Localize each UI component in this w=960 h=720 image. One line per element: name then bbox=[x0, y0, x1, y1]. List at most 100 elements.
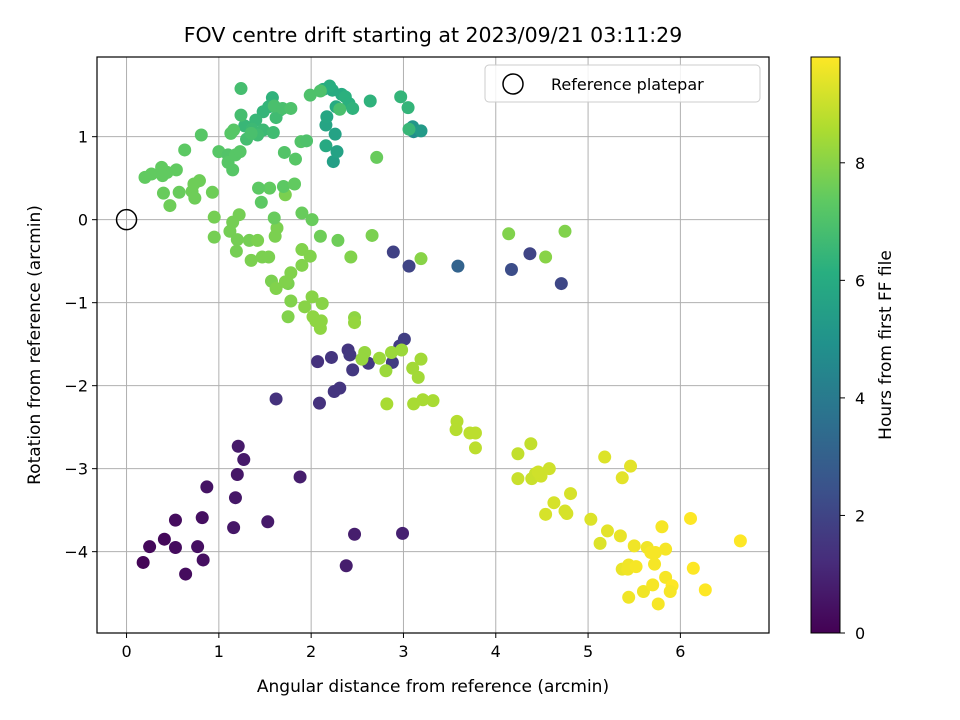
data-point bbox=[547, 496, 561, 510]
data-point bbox=[386, 245, 400, 259]
data-point bbox=[414, 352, 428, 366]
data-point bbox=[261, 515, 275, 529]
data-point bbox=[252, 181, 266, 195]
data-point bbox=[333, 102, 347, 116]
data-point bbox=[326, 155, 340, 169]
x-axis-ticks: 0 1 2 3 4 5 6 bbox=[121, 633, 685, 661]
data-point bbox=[191, 540, 205, 554]
data-point bbox=[655, 520, 669, 534]
data-point bbox=[188, 191, 202, 205]
data-point bbox=[558, 224, 572, 238]
data-point bbox=[564, 487, 578, 501]
data-point bbox=[254, 195, 268, 209]
colorbar-label: Hours from first FF file bbox=[876, 250, 896, 440]
data-point bbox=[363, 94, 377, 108]
data-point bbox=[629, 560, 643, 574]
data-point bbox=[163, 199, 177, 213]
data-point bbox=[305, 213, 319, 227]
colorbar bbox=[810, 56, 841, 634]
data-point bbox=[156, 186, 170, 200]
data-point bbox=[380, 397, 394, 411]
data-point bbox=[284, 266, 298, 280]
data-point bbox=[365, 228, 379, 242]
data-point bbox=[251, 233, 265, 247]
data-point bbox=[468, 441, 482, 455]
data-point bbox=[542, 462, 556, 476]
data-point bbox=[244, 253, 258, 267]
data-point bbox=[315, 297, 329, 311]
data-point bbox=[288, 177, 302, 191]
colorbar-tick-label: 4 bbox=[855, 389, 865, 408]
data-point bbox=[172, 185, 186, 199]
data-point bbox=[600, 524, 614, 538]
data-point bbox=[648, 557, 662, 571]
data-point bbox=[192, 174, 206, 188]
data-point bbox=[414, 124, 428, 138]
data-point bbox=[195, 511, 209, 525]
data-point bbox=[659, 542, 673, 556]
data-point bbox=[330, 145, 344, 159]
data-point bbox=[346, 363, 360, 377]
data-point bbox=[178, 143, 192, 157]
data-point bbox=[231, 439, 245, 453]
colorbar-tick-label: 0 bbox=[855, 624, 865, 643]
data-point bbox=[227, 123, 241, 137]
data-point bbox=[305, 290, 319, 304]
data-point bbox=[384, 345, 398, 359]
y-tick-label: −1 bbox=[64, 294, 88, 313]
data-point bbox=[402, 259, 416, 273]
data-point bbox=[426, 394, 440, 408]
x-axis-label: Angular distance from reference (arcmin) bbox=[257, 677, 609, 697]
data-point bbox=[684, 511, 698, 525]
y-tick-label: −2 bbox=[64, 377, 88, 396]
data-point bbox=[698, 583, 712, 597]
data-point bbox=[344, 250, 358, 264]
data-point bbox=[646, 578, 660, 592]
data-point bbox=[395, 343, 409, 357]
colorbar-tick-label: 8 bbox=[855, 154, 865, 173]
data-point bbox=[207, 210, 221, 224]
data-point bbox=[560, 506, 574, 520]
data-point bbox=[277, 145, 291, 159]
data-point bbox=[416, 393, 430, 407]
data-point bbox=[733, 534, 747, 548]
data-point bbox=[262, 250, 276, 264]
data-point bbox=[230, 233, 244, 247]
data-point bbox=[138, 170, 152, 184]
y-axis-ticks: −4 −3 −2 −1 0 1 bbox=[64, 128, 97, 562]
x-tick-label: 3 bbox=[398, 642, 408, 661]
data-point bbox=[269, 392, 283, 406]
data-point bbox=[396, 526, 410, 540]
data-point bbox=[402, 122, 416, 136]
data-point bbox=[143, 540, 157, 554]
x-tick-label: 5 bbox=[583, 642, 593, 661]
data-point bbox=[328, 127, 342, 141]
data-point bbox=[314, 314, 328, 328]
data-point bbox=[300, 134, 314, 148]
data-point bbox=[651, 597, 665, 611]
data-point bbox=[372, 351, 386, 365]
data-point bbox=[411, 370, 425, 384]
data-point bbox=[397, 332, 411, 346]
colorbar-tick-label: 2 bbox=[855, 506, 865, 525]
data-point bbox=[303, 249, 317, 263]
data-point bbox=[355, 352, 369, 366]
data-point bbox=[168, 513, 182, 527]
data-point bbox=[401, 101, 415, 115]
x-tick-label: 2 bbox=[306, 642, 316, 661]
reference-platepar-marker bbox=[115, 208, 138, 231]
data-point bbox=[627, 539, 641, 553]
data-point bbox=[531, 465, 545, 479]
data-point bbox=[207, 230, 221, 244]
data-point bbox=[284, 294, 298, 308]
data-point bbox=[593, 536, 607, 550]
data-point bbox=[394, 90, 408, 104]
data-point bbox=[523, 247, 537, 261]
colorbar-tick-label: 6 bbox=[855, 271, 865, 290]
y-axis-label: Rotation from reference (arcmin) bbox=[25, 205, 45, 485]
data-point bbox=[281, 310, 295, 324]
y-tick-label: −4 bbox=[64, 543, 88, 562]
data-point bbox=[449, 423, 463, 437]
data-point bbox=[298, 300, 312, 314]
